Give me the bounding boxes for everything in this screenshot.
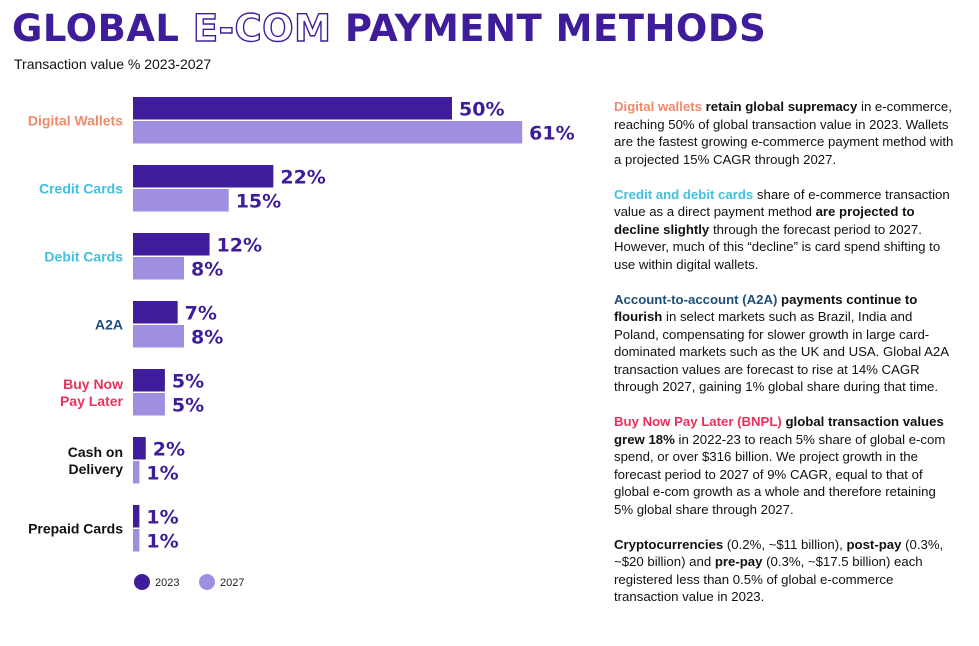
data-label-2023: 7% [185,303,217,325]
chart-subtitle: Transaction value % 2023-2027 [14,56,212,72]
data-label-2027: 1% [146,531,178,553]
data-label-2027: 8% [191,327,223,349]
bar-2027 [133,257,185,280]
commentary-paragraph: Cryptocurrencies (0.2%, ~$11 billion), p… [614,536,954,606]
commentary-text: retain global supremacy [705,99,858,114]
data-label-2027: 8% [191,259,223,281]
bar-2027 [133,461,140,484]
category-label: Debit Cards [44,248,123,264]
bar-2027 [133,393,165,416]
category-label: Cash on [68,444,123,460]
commentary-text: in select markets such as Brazil, India … [614,309,949,394]
title-part-global: GLOBAL [12,7,180,50]
commentary-text: through the forecast period to 2027. How… [614,221,941,272]
data-label-2023: 12% [217,235,262,257]
bar-2023 [133,505,140,528]
title-part-ecom: E-COM [192,6,332,50]
data-label-2027: 15% [236,191,281,213]
commentary-text: Credit and debit cards [614,186,754,202]
commentary-text: pre-pay [714,554,763,569]
commentary-text: share of e-commerce transaction value as… [614,186,950,220]
legend-label-2023: 2023 [155,577,179,589]
commentary-paragraph: Account-to-account (A2A) payments contin… [614,291,954,396]
commentary-text: Buy Now Pay Later (BNPL) [614,414,782,429]
commentary-text: in e-commerce, reaching 50% of global tr… [614,99,954,167]
bar-2027 [133,529,140,552]
bar-2023 [133,437,146,460]
category-label: Prepaid Cards [28,520,123,536]
commentary-text: (0.2%, ~$11 billion), [723,536,847,552]
data-label-2027: 1% [146,463,178,485]
data-label-2023: 1% [146,507,178,529]
commentary-text: are projected to decline slightly [614,204,915,237]
bar-2023 [133,97,452,120]
commentary-text: payments continue to flourish [614,291,918,325]
commentary-text: Cryptocurrencies [614,536,724,552]
commentary-text: (0.3%, ~$17.5 billion) each registered l… [614,554,923,604]
data-label-2023: 22% [280,167,325,189]
bar-2027 [133,325,185,348]
legend-label-2027: 2027 [220,577,244,589]
bar-2023 [133,165,274,188]
commentary-text: Account-to-account (A2A) [614,291,778,307]
category-label: A2A [95,316,123,332]
bar-2023 [133,233,210,256]
category-label: Digital Wallets [28,112,123,128]
commentary-panel: Digital wallets retain global supremacy … [614,98,954,623]
bar-2023 [133,369,165,392]
data-label-2027: 5% [172,395,204,417]
category-label: Credit Cards [39,180,123,196]
legend-swatch-2023 [134,574,150,590]
category-label: Delivery [69,461,124,477]
commentary-text: global transaction values grew 18% [614,414,944,447]
commentary-paragraph: Digital wallets retain global supremacy … [614,98,954,168]
bar-chart: Digital Wallets 50% 61% Credit Cards 22%15% D… [28,97,575,590]
data-label-2023: 2% [153,439,185,461]
commentary-text: in 2022-23 to reach 5% share of global e… [614,431,946,517]
data-label-2027: 61% [529,123,574,145]
data-label-2023: 5% [172,371,204,393]
bar-2027 [133,189,229,212]
commentary-text: post-pay [846,536,902,552]
page-title: GLOBAL E-COM PAYMENT METHODS [12,4,766,54]
data-label-2023: 50% [459,99,504,121]
bar-2027 [133,121,523,144]
commentary-text: Digital wallets [614,99,702,114]
category-label: Buy Now [63,376,123,392]
commentary-paragraph: Buy Now Pay Later (BNPL) global transact… [614,413,954,518]
legend-swatch-2027 [199,574,215,590]
commentary-text: (0.3%, ~$20 billion) and [614,536,944,570]
category-label: Pay Later [60,393,124,409]
bar-2023 [133,301,178,324]
commentary-paragraph: Credit and debit cards share of e-commer… [614,186,954,274]
title-part-payment-methods: PAYMENT METHODS [344,7,767,50]
